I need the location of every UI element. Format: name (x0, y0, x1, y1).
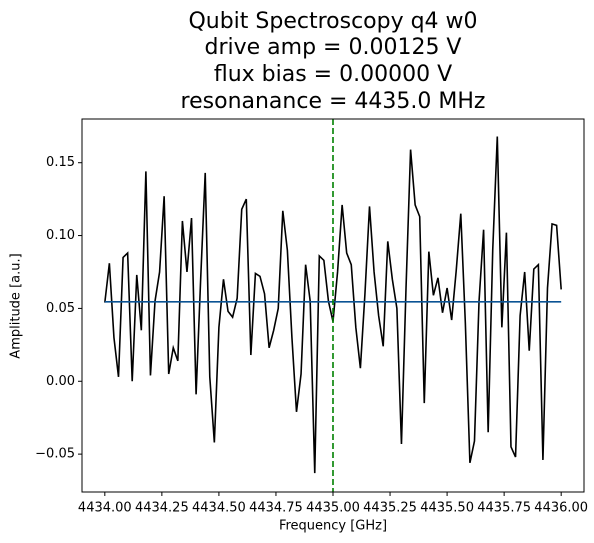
y-tick-label: 0.10 (46, 228, 75, 243)
x-tick-label: 4435.75 (477, 501, 531, 516)
x-axis-label: Frequency [GHz] (279, 519, 387, 534)
x-tick-label: 4434.00 (78, 501, 132, 516)
chart-title: Qubit Spectroscopy q4 w0 (188, 9, 477, 34)
y-tick-label: 0.05 (46, 301, 75, 316)
y-axis-label: Amplitude [a.u.] (9, 253, 24, 358)
plot-frame (81, 118, 585, 493)
x-tick-label: 4434.75 (249, 501, 303, 516)
y-tick-label: 0.00 (46, 374, 75, 389)
x-tick-label: 4436.00 (534, 501, 588, 516)
x-tick-label: 4435.25 (363, 501, 417, 516)
x-tick-label: 4434.25 (135, 501, 189, 516)
chart-title: resonanance = 4435.0 MHz (181, 89, 486, 114)
x-tick-label: 4435.50 (420, 501, 474, 516)
y-tick-label: −0.05 (35, 447, 75, 462)
chart-title: flux bias = 0.00000 V (214, 62, 452, 87)
x-tick-label: 4434.50 (192, 501, 246, 516)
chart-title: drive amp = 0.00125 V (205, 35, 462, 60)
y-tick-label: 0.15 (46, 155, 75, 170)
x-tick-label: 4435.00 (306, 501, 360, 516)
